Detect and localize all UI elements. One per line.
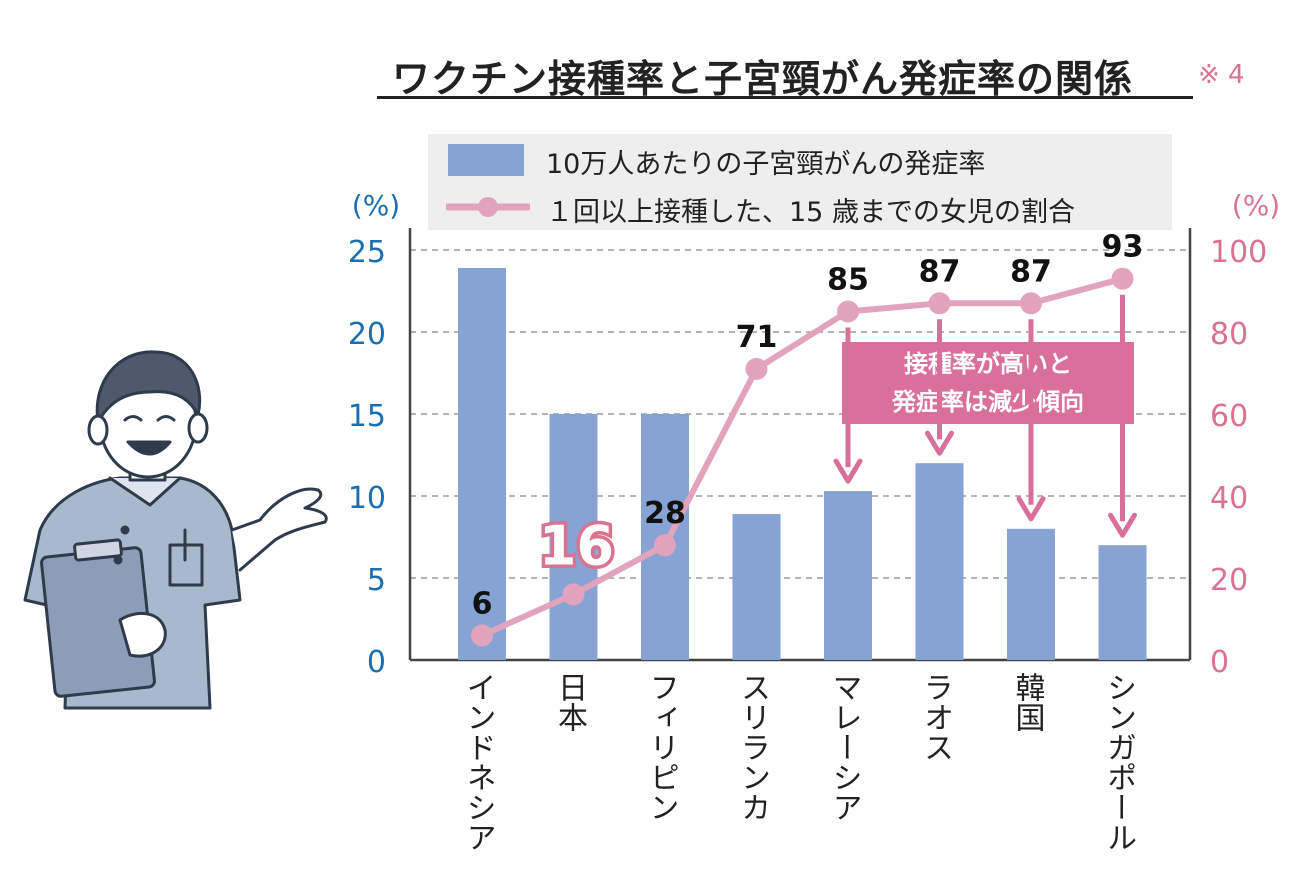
category-label: 韓国 — [1010, 672, 1045, 732]
line-point — [471, 624, 493, 647]
chart-title: ワクチン接種率と子宮頸がん発症率の関係 — [392, 57, 1134, 101]
line-point — [654, 534, 676, 557]
line-point — [837, 300, 859, 323]
category-label: マレーシア — [827, 672, 862, 822]
bar — [458, 268, 506, 660]
right-tick-label: 20 — [1210, 563, 1248, 598]
category-label: シンガポール — [1101, 672, 1136, 852]
line-point — [745, 357, 768, 380]
callout-box — [842, 342, 1134, 424]
category-label: インドネシア — [461, 672, 496, 852]
line-point — [1111, 267, 1134, 290]
data-label: 87 — [919, 254, 961, 289]
legend — [428, 134, 1172, 230]
bar — [1098, 545, 1147, 660]
bar — [915, 463, 964, 660]
left-tick-label: 10 — [348, 481, 386, 516]
bar — [732, 514, 781, 660]
right-tick-label: 80 — [1210, 317, 1248, 352]
right-tick-label: 60 — [1210, 399, 1248, 434]
data-label: 87 — [1010, 254, 1052, 289]
callout-line-1: 接種率が高いと — [904, 350, 1072, 378]
bar — [1007, 528, 1055, 660]
data-label: 6 — [472, 586, 493, 621]
line-point — [562, 583, 585, 606]
data-label: 28 — [644, 496, 686, 531]
left-tick-label: 20 — [348, 317, 386, 352]
line-point — [928, 292, 951, 315]
right-axis-unit: (%) — [1232, 189, 1280, 222]
category-label: フィリピン — [644, 672, 679, 822]
line-series — [480, 275, 1124, 639]
data-label-highlight: 16 — [539, 514, 614, 577]
data-label: 85 — [827, 263, 869, 298]
right-tick-label: 0 — [1210, 645, 1229, 680]
line-point — [1020, 292, 1042, 315]
category-label: ラオス — [918, 672, 953, 762]
down-arrow-head — [1108, 512, 1137, 538]
bar — [549, 414, 598, 660]
right-tick-label: 100 — [1210, 235, 1267, 270]
category-label: スリランカ — [735, 672, 770, 822]
bar — [824, 491, 872, 660]
title-underline — [377, 96, 1193, 99]
legend-line-label: １回以上接種した、15 歳までの女児の割合 — [546, 197, 1075, 228]
left-tick-label: 0 — [367, 645, 386, 680]
left-tick-label: 15 — [348, 399, 386, 434]
down-arrow-head — [833, 458, 863, 484]
legend-line-swatch — [446, 197, 530, 217]
legend-bar-label: 10万人あたりの子宮頸がんの発症率 — [546, 149, 986, 180]
left-tick-label: 25 — [348, 235, 386, 270]
down-arrow-head — [925, 430, 954, 456]
nurse-illustration — [23, 350, 328, 710]
left-tick-label: 5 — [367, 563, 386, 598]
legend-bar-swatch — [448, 144, 524, 176]
data-label: 93 — [1102, 230, 1144, 265]
callout-line-2: 発症率は減少傾向 — [891, 388, 1084, 416]
data-label: 71 — [736, 320, 778, 355]
right-tick-label: 40 — [1210, 481, 1248, 516]
reference-note: ※ 4 — [1198, 60, 1245, 90]
category-label: 日本 — [552, 672, 587, 732]
down-arrow-head — [1016, 496, 1046, 522]
left-axis-unit: (%) — [352, 189, 400, 222]
